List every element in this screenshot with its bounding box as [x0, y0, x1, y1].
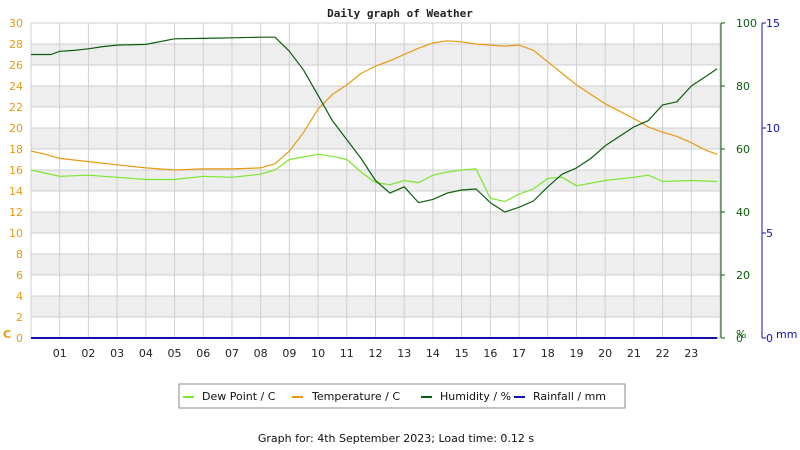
rainfall-tick-10: 10 — [766, 122, 780, 135]
hour-tick-05: 05 — [168, 347, 182, 360]
hour-tick-08: 08 — [254, 347, 268, 360]
legend-label-temperature: Temperature / C — [311, 390, 400, 403]
hour-tick-03: 03 — [110, 347, 124, 360]
legend-label-dew-point: Dew Point / C — [202, 390, 276, 403]
hour-tick-18: 18 — [541, 347, 555, 360]
temp-tick-0: 0 — [16, 332, 23, 345]
chart-title: Daily graph of Weather — [327, 7, 473, 20]
hour-tick-21: 21 — [627, 347, 641, 360]
hour-tick-07: 07 — [225, 347, 239, 360]
humidity-tick-40: 40 — [736, 206, 750, 219]
hour-tick-17: 17 — [512, 347, 526, 360]
rainfall-unit-label: mm — [776, 328, 797, 341]
humidity-tick-100: 100 — [736, 17, 757, 30]
hour-tick-19: 19 — [569, 347, 583, 360]
hour-tick-14: 14 — [426, 347, 440, 360]
temp-tick-14: 14 — [9, 185, 23, 198]
temp-unit-label: C — [3, 328, 11, 341]
temp-tick-2: 2 — [16, 311, 23, 324]
temp-tick-18: 18 — [9, 143, 23, 156]
data-series-lines — [30, 36, 718, 339]
hour-tick-02: 02 — [81, 347, 95, 360]
hour-tick-09: 09 — [282, 347, 296, 360]
temp-tick-24: 24 — [9, 80, 23, 93]
temp-tick-26: 26 — [9, 59, 23, 72]
rainfall-tick-5: 5 — [766, 227, 773, 240]
temp-tick-12: 12 — [9, 206, 23, 219]
humidity-tick-0: 0 — [736, 332, 743, 345]
temp-tick-16: 16 — [9, 164, 23, 177]
temp-tick-8: 8 — [16, 248, 23, 261]
temp-tick-30: 30 — [9, 17, 23, 30]
humidity-tick-80: 80 — [736, 80, 750, 93]
hour-tick-23: 23 — [684, 347, 698, 360]
hour-tick-06: 06 — [196, 347, 210, 360]
hour-tick-22: 22 — [656, 347, 670, 360]
chart-legend: Dew Point / C Temperature / C Humidity /… — [178, 383, 626, 409]
series-line-dew-point — [30, 153, 718, 203]
legend-label-humidity: Humidity / % — [440, 390, 511, 403]
humidity-tick-20: 20 — [736, 269, 750, 282]
hour-tick-10: 10 — [311, 347, 325, 360]
rainfall-tick-0: 0 — [766, 332, 773, 345]
hour-tick-01: 01 — [53, 347, 67, 360]
chart-footer: Graph for: 4th September 2023; Load time… — [258, 432, 535, 445]
rainfall-tick-15: 15 — [766, 17, 780, 30]
humidity-tick-60: 60 — [736, 143, 750, 156]
temp-tick-22: 22 — [9, 101, 23, 114]
hour-tick-15: 15 — [455, 347, 469, 360]
humidity-unit-label: % — [736, 328, 746, 341]
hour-tick-20: 20 — [598, 347, 612, 360]
hour-tick-11: 11 — [340, 347, 354, 360]
temp-tick-20: 20 — [9, 122, 23, 135]
series-line-humidity — [31, 36, 718, 213]
temp-tick-6: 6 — [16, 269, 23, 282]
chart-axes — [720, 22, 766, 339]
series-line-temperature — [30, 40, 718, 171]
hour-tick-16: 16 — [483, 347, 497, 360]
temp-tick-28: 28 — [9, 38, 23, 51]
hour-tick-13: 13 — [397, 347, 411, 360]
temp-tick-10: 10 — [9, 227, 23, 240]
legend-box — [178, 383, 626, 409]
hour-tick-04: 04 — [139, 347, 153, 360]
hour-tick-12: 12 — [369, 347, 383, 360]
temp-tick-4: 4 — [16, 290, 23, 303]
legend-label-rainfall: Rainfall / mm — [533, 390, 606, 403]
